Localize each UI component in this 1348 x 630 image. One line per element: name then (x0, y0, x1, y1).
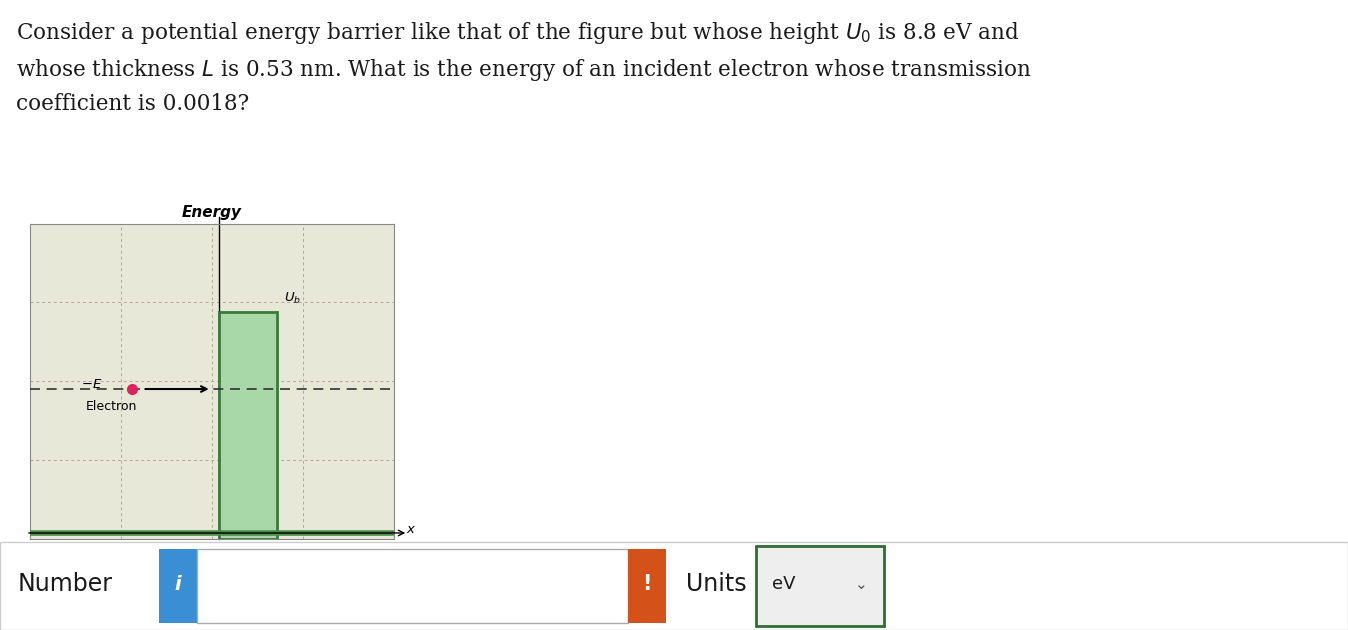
Title: Energy: Energy (182, 205, 241, 220)
Bar (756, 546, 884, 626)
Text: 0: 0 (214, 567, 224, 581)
Text: $L$: $L$ (272, 567, 282, 581)
Text: eV: eV (772, 575, 795, 593)
Bar (197, 549, 628, 623)
Text: ⌄: ⌄ (856, 576, 868, 592)
Bar (628, 549, 666, 623)
Bar (159, 549, 197, 623)
Text: $U_b$: $U_b$ (284, 290, 302, 306)
Text: i: i (175, 575, 181, 593)
Text: $x$: $x$ (406, 523, 417, 536)
Text: $-E$: $-E$ (81, 378, 102, 391)
Text: Number: Number (18, 572, 112, 596)
Text: Consider a potential energy barrier like that of the figure but whose height $U_: Consider a potential energy barrier like… (16, 20, 1031, 115)
Text: Electron: Electron (86, 400, 137, 413)
Text: Units: Units (686, 572, 747, 596)
Text: !: ! (643, 574, 651, 594)
Bar (218, 312, 278, 539)
